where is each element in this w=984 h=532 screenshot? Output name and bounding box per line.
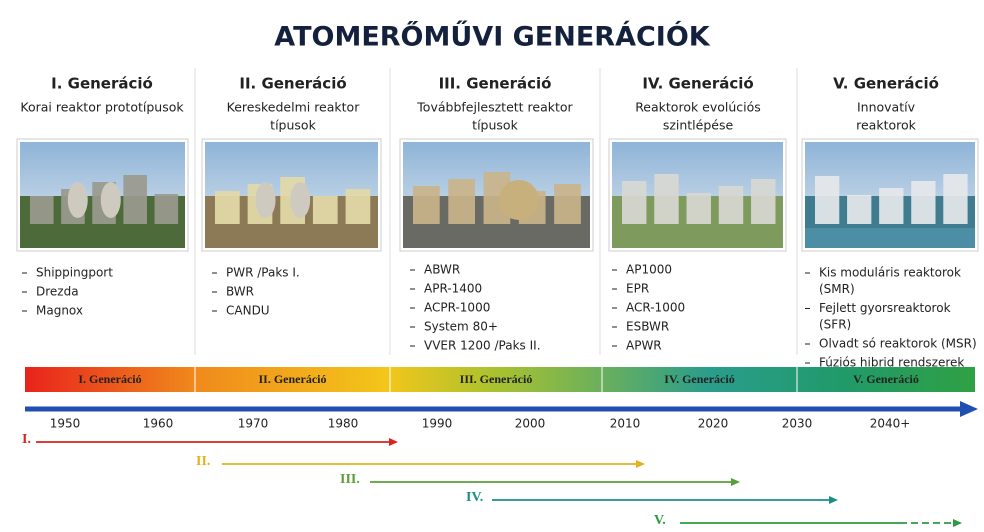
photo bbox=[608, 138, 787, 252]
photo-tower bbox=[255, 182, 276, 218]
year-label: 1950 bbox=[50, 417, 81, 431]
photo-building bbox=[413, 186, 440, 224]
list-item: Magnox bbox=[36, 304, 83, 318]
list-item: Fúziós hibrid rendszerek bbox=[819, 356, 964, 370]
arrowhead bbox=[636, 460, 645, 468]
arrowhead bbox=[953, 519, 962, 527]
photo-building bbox=[345, 189, 371, 224]
photo-dome bbox=[498, 180, 539, 220]
year-label: 2000 bbox=[515, 417, 546, 431]
year-label: 1980 bbox=[328, 417, 359, 431]
list-item: (SMR) bbox=[819, 282, 855, 296]
list-item: ABWR bbox=[424, 263, 460, 277]
segment-label: I. Generáció bbox=[78, 372, 141, 386]
photo-building bbox=[751, 179, 776, 224]
photo-building bbox=[312, 196, 338, 224]
arrowhead bbox=[389, 438, 398, 446]
column-heading: IV. Generáció bbox=[642, 75, 753, 93]
year-label: 1990 bbox=[422, 417, 453, 431]
segment-label: IV. Generáció bbox=[664, 372, 734, 386]
photo bbox=[201, 138, 382, 252]
photo-building bbox=[815, 176, 840, 224]
photo-tower bbox=[67, 182, 88, 218]
generation-bar bbox=[25, 367, 975, 392]
list-item: ACPR-1000 bbox=[424, 301, 490, 315]
photo-building bbox=[448, 179, 475, 224]
column-heading: III. Generáció bbox=[439, 75, 552, 93]
photo bbox=[801, 138, 979, 252]
axis-arrowhead bbox=[960, 401, 978, 417]
year-label: 1960 bbox=[143, 417, 174, 431]
column-heading: V. Generáció bbox=[833, 75, 939, 93]
column-subtitle: Továbbfejlesztett reaktor bbox=[416, 100, 573, 115]
list-item: Olvadt só reaktorok (MSR) bbox=[819, 337, 977, 351]
list-item: (SFR) bbox=[819, 318, 851, 332]
year-label: 2040+ bbox=[870, 417, 911, 431]
photo-building bbox=[154, 194, 179, 224]
column-subtitle: Innovatív bbox=[857, 100, 916, 115]
column-subtitle: típusok bbox=[472, 118, 518, 133]
list-item: PWR /Paks I. bbox=[226, 266, 300, 280]
generation-arrow-label: V. bbox=[654, 513, 666, 528]
column-subtitle: Kereskedelmi reaktor bbox=[227, 100, 361, 115]
photo bbox=[399, 138, 594, 252]
title: ATOMERŐMŰVI GENERÁCIÓK bbox=[274, 21, 711, 53]
segment-label: II. Generáció bbox=[259, 372, 327, 386]
list-item: ACR-1000 bbox=[626, 301, 685, 315]
generation-arrow-label: IV. bbox=[466, 490, 483, 505]
photo-building bbox=[879, 188, 904, 224]
year-label: 2020 bbox=[698, 417, 729, 431]
arrowhead bbox=[731, 478, 740, 486]
photo-building bbox=[943, 174, 968, 224]
photo bbox=[16, 138, 189, 252]
segment-label: V. Generáció bbox=[853, 372, 919, 386]
list-item: Shippingport bbox=[36, 266, 113, 280]
list-item: AP1000 bbox=[626, 263, 672, 277]
column-heading: II. Generáció bbox=[239, 75, 346, 93]
column-subtitle: Korai reaktor prototípusok bbox=[20, 100, 184, 115]
column-heading: I. Generáció bbox=[51, 75, 153, 93]
list-item: CANDU bbox=[226, 304, 270, 318]
photo-water bbox=[805, 228, 975, 248]
photo-building bbox=[911, 181, 936, 224]
photo-building bbox=[718, 186, 744, 224]
photo-tower bbox=[290, 182, 311, 218]
year-label: 2030 bbox=[782, 417, 813, 431]
photo-building bbox=[686, 193, 711, 224]
segment-label: III. Generáció bbox=[460, 372, 533, 386]
year-label: 1970 bbox=[238, 417, 269, 431]
list-item: EPR bbox=[626, 282, 649, 296]
column-subtitle: szintlépése bbox=[663, 118, 734, 133]
year-label: 2010 bbox=[610, 417, 641, 431]
arrowhead bbox=[829, 496, 838, 504]
photo-tower bbox=[100, 182, 121, 218]
list-item: APWR bbox=[626, 339, 662, 353]
list-item: System 80+ bbox=[424, 320, 498, 334]
photo-building bbox=[554, 184, 581, 224]
photo-building bbox=[847, 195, 872, 224]
list-item: Drezda bbox=[36, 285, 79, 299]
list-item: APR-1400 bbox=[424, 282, 482, 296]
generation-arrow-label: II. bbox=[196, 454, 210, 469]
list-item: ESBWR bbox=[626, 320, 669, 334]
list-item: Kis moduláris reaktorok bbox=[819, 266, 961, 280]
photo-building bbox=[622, 181, 647, 224]
column-subtitle: Reaktorok evolúciós bbox=[635, 100, 761, 115]
list-item: VVER 1200 /Paks II. bbox=[424, 339, 541, 353]
photo-building bbox=[123, 175, 147, 224]
photo-building bbox=[30, 196, 54, 224]
column-subtitle: reaktorok bbox=[856, 118, 917, 133]
list-item: Fejlett gyorsreaktorok bbox=[819, 301, 951, 315]
photo-building bbox=[215, 191, 240, 224]
generation-arrow-label: III. bbox=[340, 472, 360, 487]
list-item: BWR bbox=[226, 285, 254, 299]
photo-building bbox=[654, 174, 679, 224]
column-subtitle: típusok bbox=[270, 118, 316, 133]
generation-arrow-label: I. bbox=[22, 432, 31, 447]
